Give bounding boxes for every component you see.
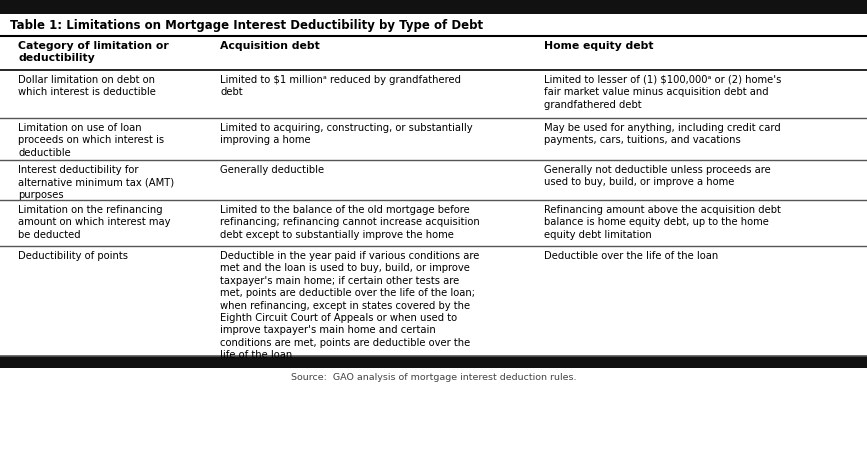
Text: Generally deductible: Generally deductible [220, 165, 324, 175]
Bar [0, 0, 867, 14]
Text: Limited to acquiring, constructing, or substantially
improving a home: Limited to acquiring, constructing, or s… [220, 123, 473, 146]
Bar [0, 356, 867, 368]
Text: Limited to $1 millionᵃ reduced by grandfathered
debt: Limited to $1 millionᵃ reduced by grandf… [220, 75, 461, 97]
Bar [0, 160, 867, 200]
Text: Deductibility of points: Deductibility of points [18, 251, 128, 261]
Text: Deductible in the year paid if various conditions are
met and the loan is used t: Deductible in the year paid if various c… [220, 251, 479, 360]
Text: Limitation on the refinancing
amount on which interest may
be deducted: Limitation on the refinancing amount on … [18, 205, 171, 240]
Bar [0, 14, 867, 36]
Text: Interest deductibility for
alternative minimum tax (AMT)
purposes: Interest deductibility for alternative m… [18, 165, 174, 200]
Text: Acquisition debt: Acquisition debt [220, 41, 320, 51]
Bar [0, 70, 867, 118]
Bar [0, 200, 867, 246]
Bar [0, 246, 867, 356]
Bar [0, 118, 867, 160]
Text: Table 1: Limitations on Mortgage Interest Deductibility by Type of Debt: Table 1: Limitations on Mortgage Interes… [10, 18, 484, 31]
Text: Category of limitation or
deductibility: Category of limitation or deductibility [18, 41, 169, 63]
Text: Home equity debt: Home equity debt [544, 41, 654, 51]
Bar [0, 36, 867, 70]
Text: Limitation on use of loan
proceeds on which interest is
deductible: Limitation on use of loan proceeds on wh… [18, 123, 165, 158]
Text: Limited to the balance of the old mortgage before
refinancing; refinancing canno: Limited to the balance of the old mortga… [220, 205, 480, 240]
Text: Source:  GAO analysis of mortgage interest deduction rules.: Source: GAO analysis of mortgage interes… [290, 372, 577, 382]
Text: Limited to lesser of (1) $100,000ᵃ or (2) home's
fair market value minus acquisi: Limited to lesser of (1) $100,000ᵃ or (2… [544, 75, 781, 110]
Text: Deductible over the life of the loan: Deductible over the life of the loan [544, 251, 718, 261]
Text: May be used for anything, including credit card
payments, cars, tuitions, and va: May be used for anything, including cred… [544, 123, 780, 146]
Text: Refinancing amount above the acquisition debt
balance is home equity debt, up to: Refinancing amount above the acquisition… [544, 205, 780, 240]
Text: Generally not deductible unless proceeds are
used to buy, build, or improve a ho: Generally not deductible unless proceeds… [544, 165, 771, 188]
Text: Dollar limitation on debt on
which interest is deductible: Dollar limitation on debt on which inter… [18, 75, 156, 97]
